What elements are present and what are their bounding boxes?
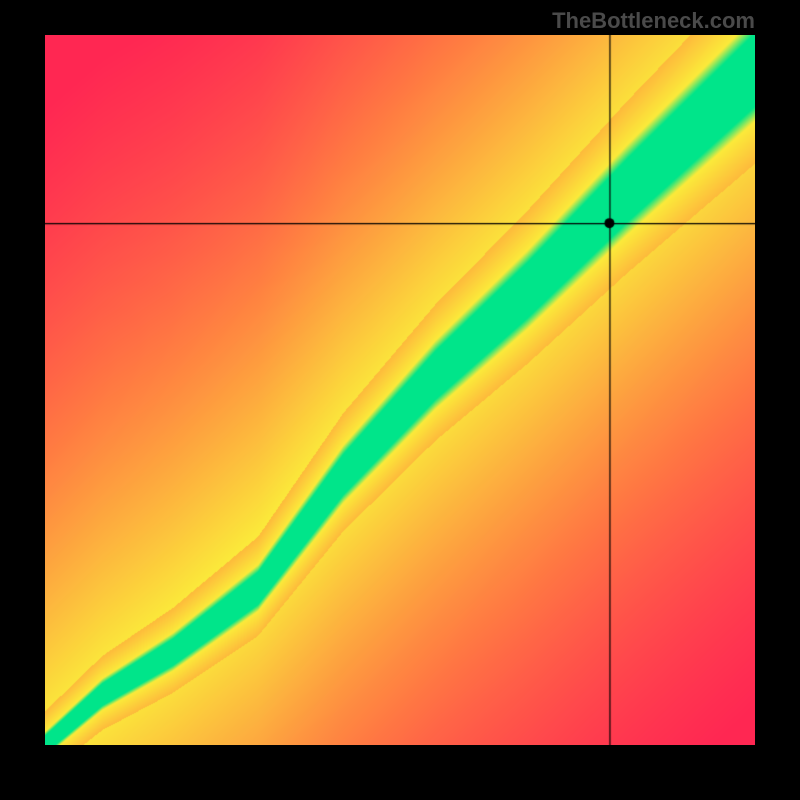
heatmap-canvas bbox=[45, 35, 755, 745]
watermark-text: TheBottleneck.com bbox=[552, 8, 755, 34]
bottleneck-heatmap bbox=[45, 35, 755, 745]
